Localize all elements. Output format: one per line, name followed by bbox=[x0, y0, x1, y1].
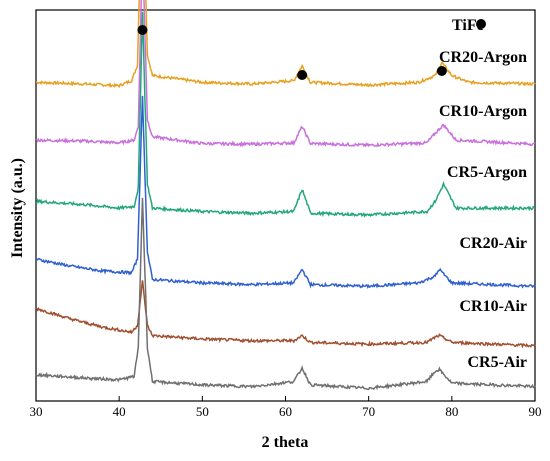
series-label-cr20-argon: CR20-Argon bbox=[439, 49, 527, 66]
series-line-cr10-air bbox=[35, 280, 536, 349]
x-tick-label: 80 bbox=[445, 404, 458, 419]
series-label-cr10-argon: CR10-Argon bbox=[439, 103, 527, 120]
series-line-cr10-argon bbox=[35, 0, 536, 148]
peak-marker-layer bbox=[137, 25, 447, 80]
x-axis-ticks: 30 40 50 60 70 80 90 bbox=[30, 396, 542, 419]
series-label-cr20-air: CR20-Air bbox=[459, 235, 527, 252]
series-line-cr20-argon bbox=[35, 0, 536, 89]
series-label-cr5-air: CR5-Air bbox=[467, 354, 527, 371]
x-tick-label: 70 bbox=[362, 404, 375, 419]
tife-peak-marker bbox=[436, 66, 447, 76]
x-tick-label: 50 bbox=[196, 404, 209, 419]
series-line-cr20-air bbox=[35, 95, 536, 289]
x-tick-label: 30 bbox=[30, 404, 43, 419]
y-axis-title: Intensity (a.u.) bbox=[9, 158, 26, 258]
x-axis-title: 2 theta bbox=[262, 434, 309, 451]
tife-peak-marker bbox=[297, 70, 308, 80]
series-label-layer: CR20-Argon CR10-Argon CR5-Argon CR20-Air CR1… bbox=[439, 49, 527, 371]
legend-label: TiFe bbox=[452, 17, 484, 34]
series-layer bbox=[35, 0, 536, 391]
series-line-cr5-air bbox=[35, 197, 536, 391]
x-tick-label: 90 bbox=[529, 404, 542, 419]
series-label-cr5-argon: CR5-Argon bbox=[447, 164, 527, 181]
x-tick-label: 60 bbox=[279, 404, 292, 419]
series-line-cr5-argon bbox=[35, 11, 536, 218]
legend-marker bbox=[476, 19, 486, 29]
tife-peak-marker bbox=[137, 25, 148, 35]
legend: TiFe bbox=[452, 17, 486, 34]
x-tick-label: 40 bbox=[113, 404, 126, 419]
series-label-cr10-air: CR10-Air bbox=[459, 298, 527, 315]
